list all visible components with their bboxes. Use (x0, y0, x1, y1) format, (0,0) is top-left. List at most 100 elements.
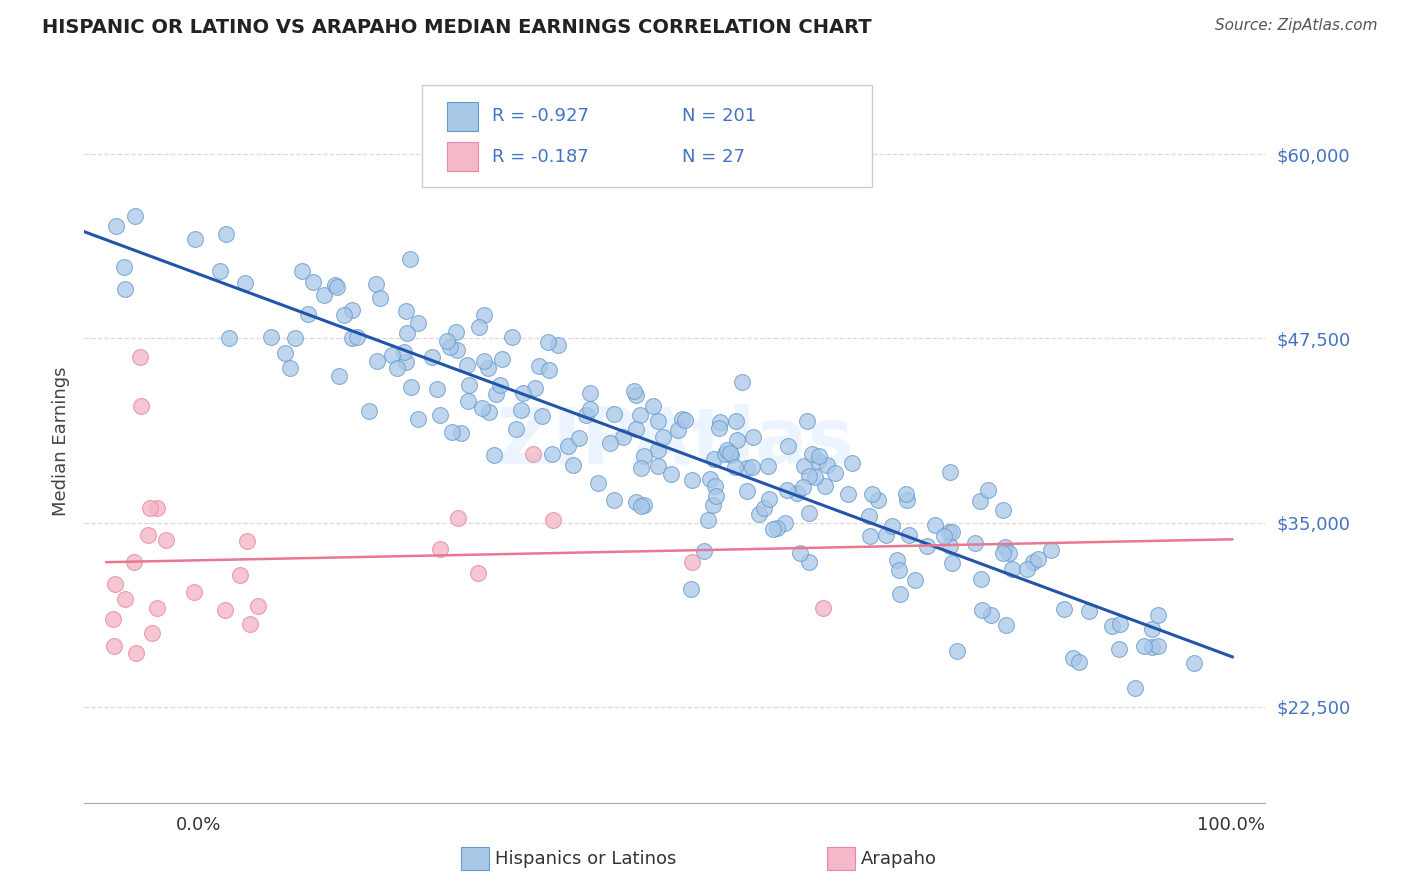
Point (735, 460, 758, 475)
Point (814, 478, 837, 492)
Point (101, 612, 124, 626)
Point (946, 644, 969, 658)
Point (994, 540, 1017, 554)
Point (541, 447, 564, 461)
Point (247, 599, 270, 613)
Point (904, 573, 927, 587)
Point (366, 353, 388, 368)
Point (1022, 555, 1045, 569)
Point (866, 493, 889, 508)
Point (491, 352, 513, 367)
Point (214, 602, 236, 616)
Point (420, 350, 443, 364)
Point (696, 513, 718, 527)
Point (547, 338, 569, 352)
Point (666, 423, 689, 437)
Point (485, 386, 508, 401)
Point (693, 544, 716, 558)
Point (1078, 604, 1101, 618)
Point (970, 603, 993, 617)
Point (773, 516, 796, 530)
Point (368, 291, 391, 305)
Point (395, 355, 418, 369)
Point (808, 449, 831, 463)
Point (731, 376, 754, 390)
Point (626, 388, 648, 402)
Point (786, 485, 808, 500)
Point (815, 458, 838, 472)
Point (184, 232, 207, 246)
Point (1133, 640, 1156, 654)
Point (875, 527, 897, 541)
Point (538, 363, 561, 377)
Point (340, 331, 363, 345)
Point (314, 288, 336, 302)
Point (679, 582, 702, 596)
Point (718, 446, 741, 460)
Point (557, 440, 579, 454)
Text: 0.0%: 0.0% (176, 816, 221, 834)
Point (392, 345, 415, 359)
Text: Arapaho: Arapaho (860, 850, 936, 868)
Point (647, 458, 669, 473)
Point (603, 493, 626, 508)
Point (1109, 617, 1132, 632)
Point (395, 303, 418, 318)
Point (707, 420, 730, 434)
Point (1015, 562, 1038, 576)
Point (527, 359, 550, 373)
Point (439, 340, 461, 354)
Point (941, 556, 963, 570)
Point (1026, 551, 1049, 566)
Point (633, 449, 655, 463)
Point (915, 539, 938, 553)
Point (709, 415, 731, 429)
Point (889, 563, 911, 577)
Point (1062, 651, 1084, 665)
Point (122, 555, 145, 569)
Point (406, 316, 429, 330)
Point (512, 386, 534, 401)
Point (776, 483, 799, 497)
Point (1140, 622, 1163, 636)
Point (1147, 639, 1170, 653)
Point (796, 414, 818, 428)
Point (699, 472, 721, 486)
Point (991, 502, 1014, 516)
Point (776, 439, 799, 453)
Point (603, 407, 626, 421)
Point (218, 331, 240, 345)
Point (543, 514, 565, 528)
Point (446, 343, 468, 357)
Point (894, 487, 917, 501)
Point (326, 280, 349, 294)
Point (797, 469, 820, 483)
Point (747, 507, 769, 521)
Point (524, 382, 547, 396)
Point (837, 487, 859, 501)
Point (467, 566, 489, 581)
Point (395, 326, 418, 341)
Point (724, 414, 747, 428)
Point (756, 459, 779, 474)
Point (586, 475, 609, 490)
Text: R = -0.927: R = -0.927 (492, 107, 589, 126)
Point (1108, 641, 1130, 656)
Point (792, 480, 814, 494)
Point (626, 494, 648, 508)
Point (328, 368, 350, 383)
Point (977, 483, 1000, 498)
Point (797, 555, 820, 569)
Point (841, 456, 863, 470)
Point (752, 500, 775, 515)
Point (510, 403, 533, 417)
Point (1067, 655, 1090, 669)
Point (889, 587, 911, 601)
Point (146, 500, 169, 515)
Point (441, 425, 464, 439)
Point (624, 422, 647, 436)
Point (342, 303, 364, 318)
Point (704, 489, 727, 503)
Point (1053, 602, 1076, 616)
Text: N = 27: N = 27 (682, 147, 745, 166)
